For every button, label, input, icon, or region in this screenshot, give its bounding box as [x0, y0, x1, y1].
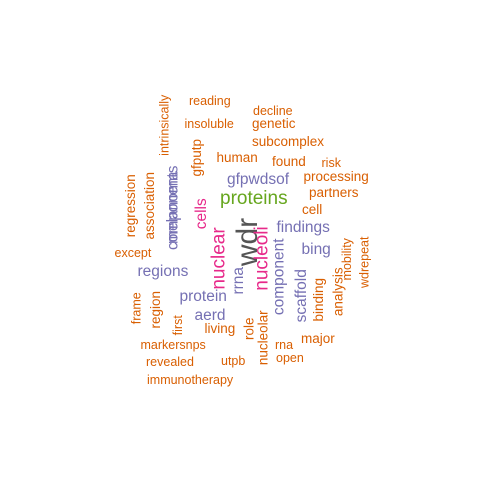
word: regression	[122, 174, 138, 238]
word: intrinsically	[156, 94, 171, 156]
word: decline	[253, 103, 293, 118]
word: risk	[321, 155, 341, 170]
word: revealed	[146, 354, 194, 369]
word: insoluble	[184, 116, 234, 131]
word: region	[148, 290, 164, 329]
word: open	[276, 350, 304, 365]
word: mobility	[339, 237, 354, 280]
word: protein	[179, 288, 227, 305]
word: major	[301, 331, 335, 346]
word: gfputp	[189, 138, 205, 177]
word: association	[142, 171, 158, 240]
word: human	[216, 150, 258, 165]
word: nucleolar	[255, 310, 271, 366]
word: cells	[192, 198, 210, 230]
word: regions	[137, 263, 189, 280]
word: nuclear	[208, 226, 230, 290]
word: findings	[276, 219, 330, 236]
word: component	[270, 238, 288, 316]
word: living	[204, 321, 236, 336]
word: processing	[303, 169, 369, 184]
word: utpb	[221, 353, 246, 368]
word: genetic	[252, 116, 296, 131]
word: subcomplex	[252, 134, 325, 149]
word: cell	[302, 202, 323, 217]
word: immunotherapy	[147, 372, 234, 387]
word: wdrepeat	[356, 236, 371, 288]
word: found	[272, 154, 306, 169]
word: bing	[301, 241, 331, 258]
word: aerd	[194, 307, 226, 324]
word: reading	[189, 93, 231, 108]
word: role	[241, 317, 257, 341]
word: components	[164, 165, 182, 250]
word: except	[114, 245, 152, 260]
word: partners	[309, 185, 359, 200]
word: rna	[275, 337, 294, 352]
word: scaffold	[292, 269, 310, 323]
word: first	[170, 314, 185, 335]
word: frame	[129, 291, 144, 324]
word: binding	[311, 277, 327, 322]
word: markersnps	[140, 337, 206, 352]
word: proteins	[220, 187, 288, 209]
word: gfpwdsof	[227, 171, 290, 188]
word: rrna	[230, 266, 248, 295]
word: nucleoli	[251, 225, 273, 291]
